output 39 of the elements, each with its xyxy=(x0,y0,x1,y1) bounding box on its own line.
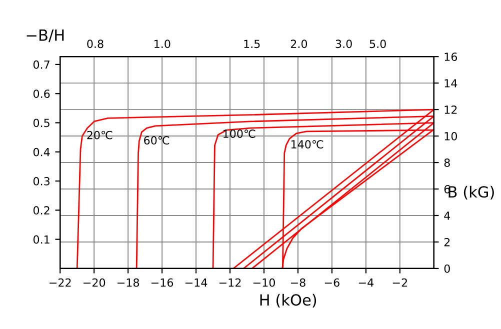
x-tick-label: −4 xyxy=(358,278,374,287)
y2-tick-label: 8 xyxy=(444,158,450,167)
y-tick-label: 0.3 xyxy=(33,177,50,186)
x-axis-title: H (kOe) xyxy=(260,294,316,308)
text: 1.0 xyxy=(154,40,170,48)
x-tick-label: −14 xyxy=(185,278,208,287)
y-tick-label: 0.7 xyxy=(33,60,50,69)
x-tick-label: −20 xyxy=(84,278,106,287)
y2-tick-label: 10 xyxy=(444,132,457,140)
y-tick-label: 0.2 xyxy=(33,206,50,215)
x-tick-label: −2 xyxy=(392,278,407,287)
text: 2.0 xyxy=(290,40,308,48)
series-label: 20℃ xyxy=(87,130,112,140)
y-tick-label: 0.1 xyxy=(33,235,50,244)
x-tick-label: −10 xyxy=(253,278,275,287)
y2-tick-label: 4 xyxy=(444,212,450,220)
x-tick-label: −8 xyxy=(290,278,306,287)
x-tick-label: −16 xyxy=(152,278,174,287)
text: 1.5 xyxy=(244,40,260,48)
x-tick-label: −22 xyxy=(50,278,71,287)
x-tick-label: −18 xyxy=(118,278,140,287)
series-label: 60℃ xyxy=(144,136,170,145)
y-axis-title: −B/H xyxy=(26,30,64,42)
y2-tick-label: 12 xyxy=(444,106,457,114)
y2-axis-title: B (kG) xyxy=(448,186,494,200)
y2-tick-label: 2 xyxy=(444,238,450,246)
x-tick-label: −12 xyxy=(219,278,241,287)
text: 5.0 xyxy=(370,40,386,48)
text: 3.0 xyxy=(336,40,352,48)
text: 0.8 xyxy=(87,40,104,48)
y-tick-label: 0.6 xyxy=(33,90,50,98)
x-tick-label: −6 xyxy=(324,278,340,287)
y-tick-label: 0.4 xyxy=(33,148,50,156)
series-label: 140℃ xyxy=(291,140,324,149)
y2-tick-label: 0 xyxy=(444,264,450,273)
y-tick-label: 0.5 xyxy=(33,118,50,128)
y2-tick-label: 16 xyxy=(444,52,458,61)
series-label: 100℃ xyxy=(224,130,256,138)
y2-tick-label: 14 xyxy=(444,79,458,88)
